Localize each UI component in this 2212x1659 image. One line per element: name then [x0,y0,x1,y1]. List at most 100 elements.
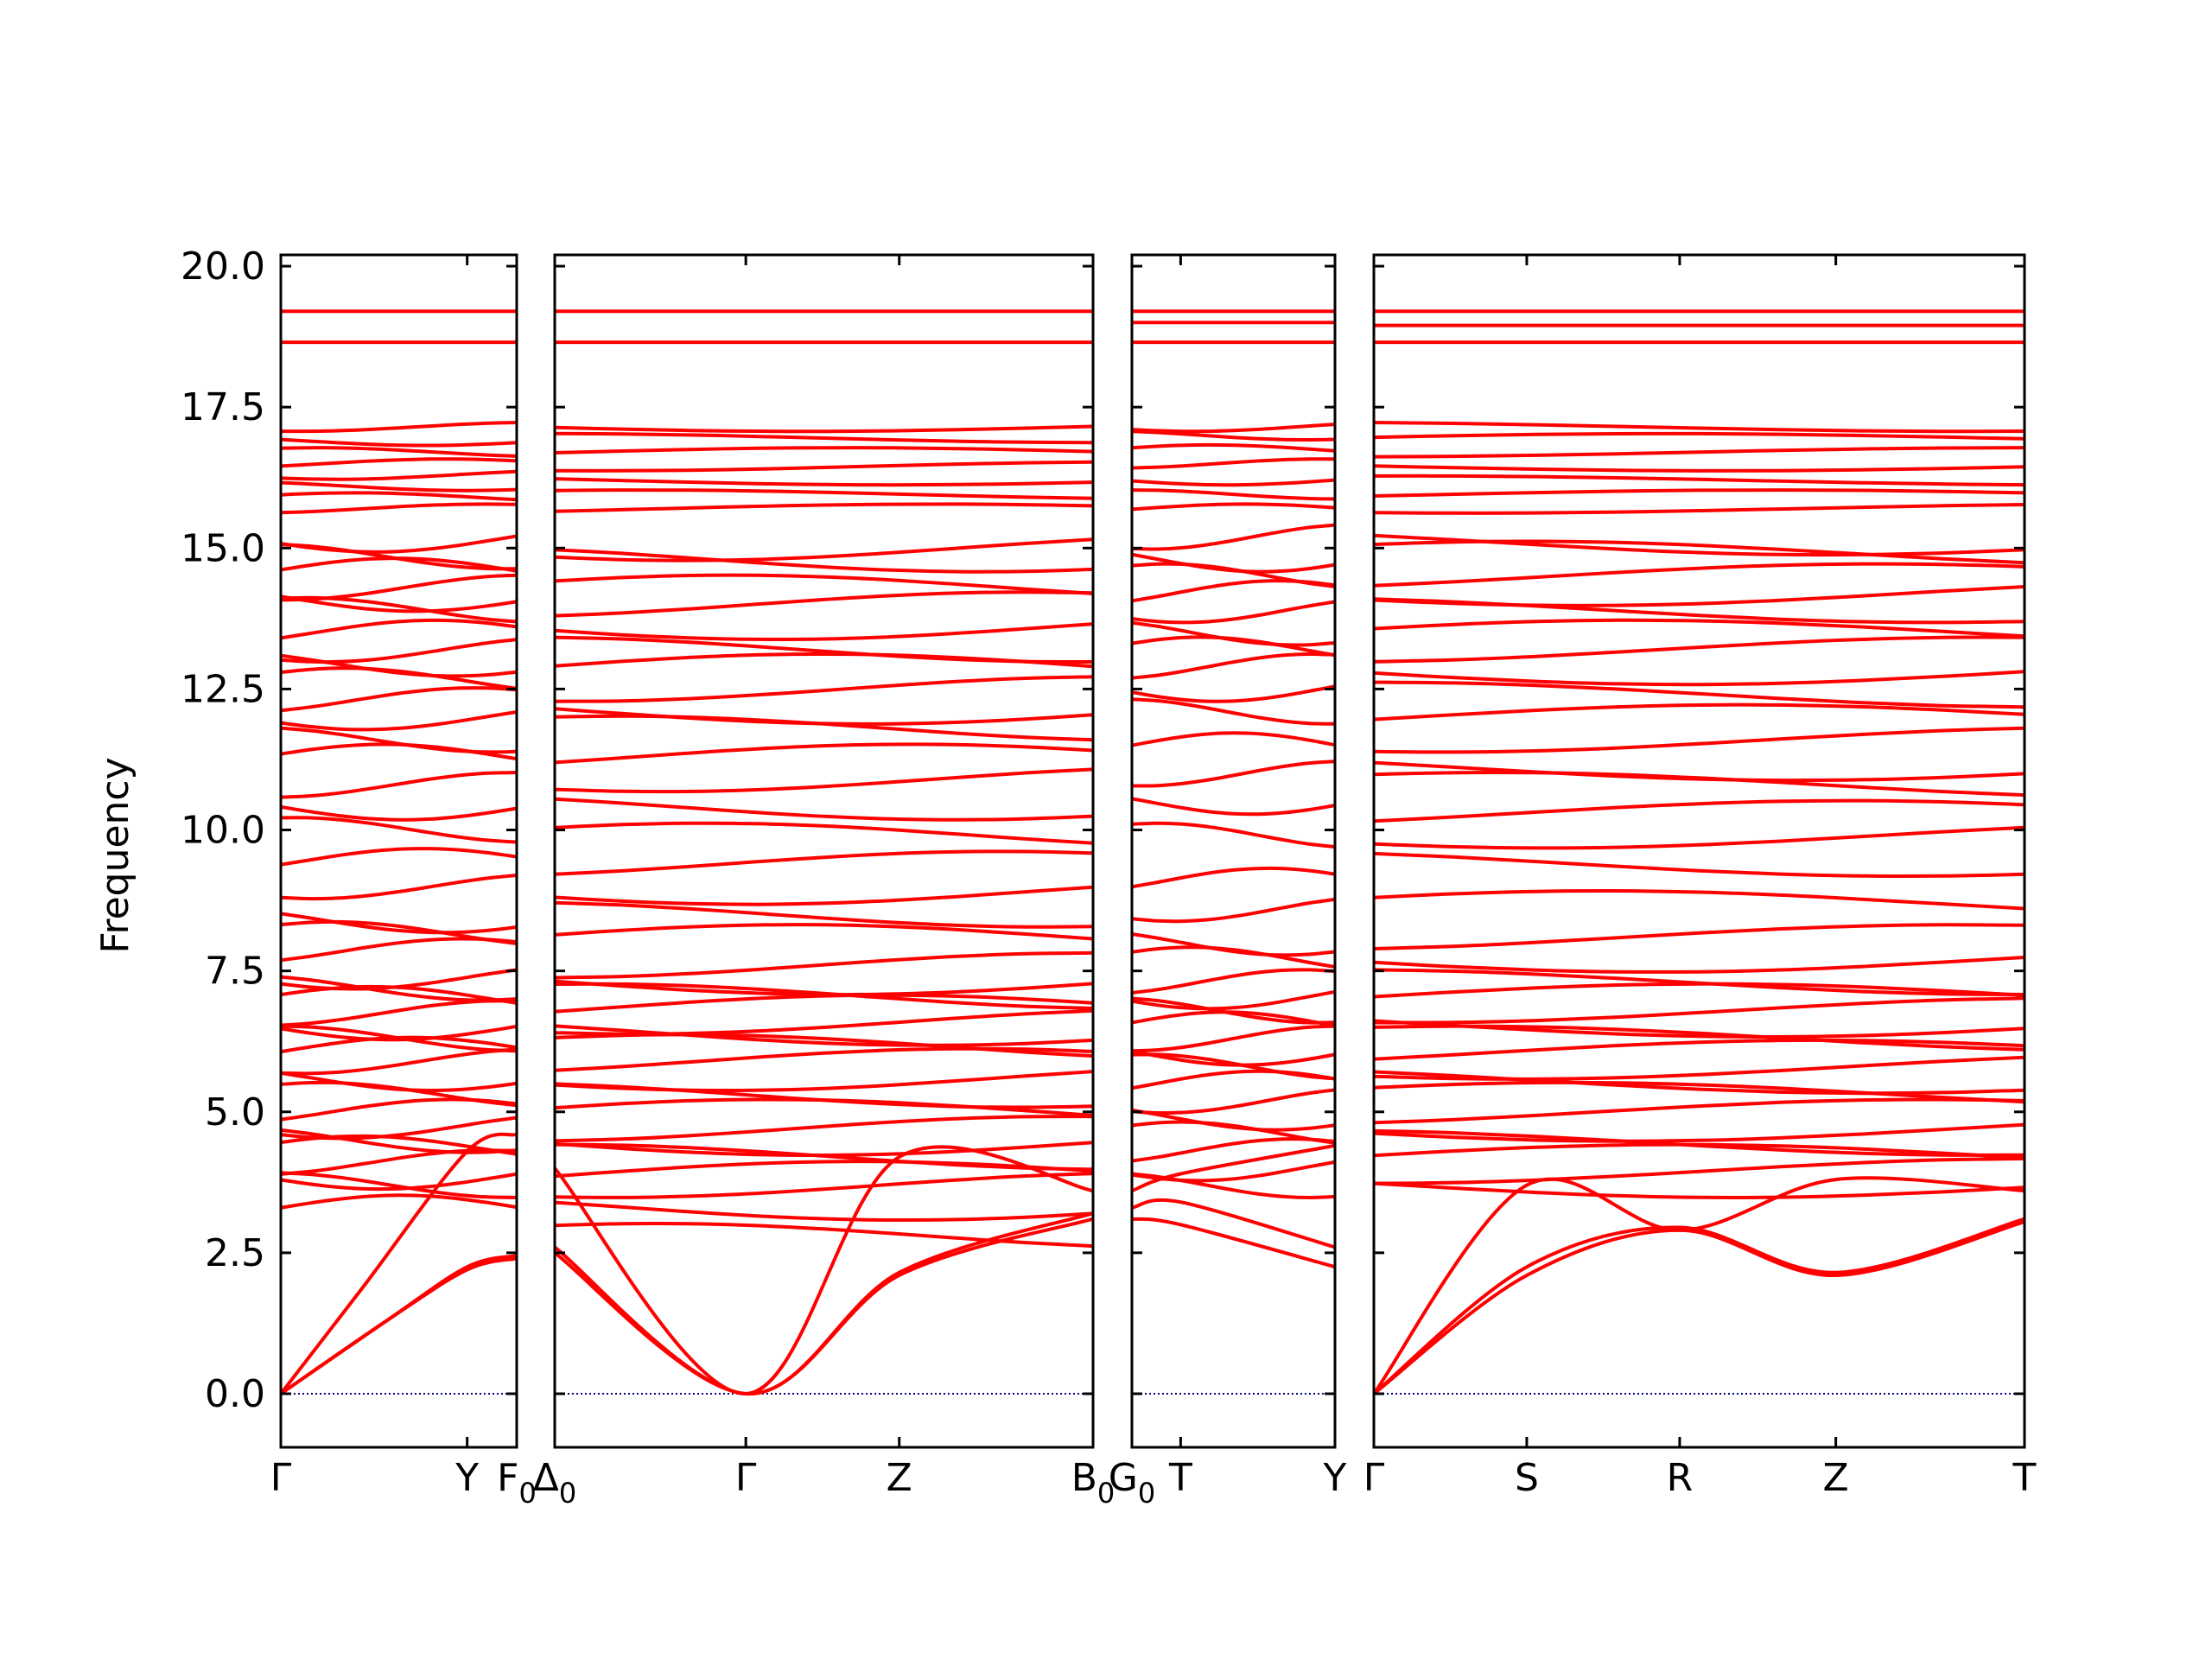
band-line [555,1070,1093,1092]
band-line [281,491,517,502]
acoustic-band-line [1374,1176,2024,1395]
band-line [1132,760,1335,788]
band-line [281,421,517,434]
bands-group [1374,309,2024,1395]
band-line [1132,1024,1335,1053]
y-tick-label: 7.5 [205,950,265,994]
band-line [281,1071,517,1093]
band-line [555,979,1093,997]
acoustic-band-line [281,1132,517,1395]
band-line [555,573,1093,595]
band-line [1374,464,2024,473]
y-axis-label: Frequency [93,757,137,953]
band-line [1374,798,2024,823]
band-line [555,502,1093,513]
band-line [555,950,1093,980]
band-line [281,710,517,732]
band-line [555,446,1093,454]
band-line [555,1200,1093,1223]
band-line [281,975,517,1002]
band-line [1374,635,2024,664]
band-line [1374,680,2024,709]
panel-frame [553,253,1095,1449]
x-tick-label: R [1667,1456,1694,1500]
band-line [281,638,517,664]
band-line [1374,1128,2024,1157]
band-line [555,742,1093,765]
band-line [1374,1070,2024,1096]
band-line [1374,726,2024,754]
band-line [281,1193,517,1210]
band-line [1132,442,1335,453]
band-line [555,1008,1093,1036]
x-tick-label: Z [1823,1456,1849,1500]
band-line [1132,502,1335,512]
band-line [1374,488,2024,498]
band-line [555,548,1093,574]
band-line [281,919,517,945]
band-line [555,537,1093,563]
band-line [1374,956,2024,974]
x-tick-label: F0 [497,1456,537,1510]
panel-1: Γ Y F0 [270,253,537,1510]
band-line [1132,866,1335,889]
band-line [1374,1181,2024,1199]
band-line [281,1148,517,1176]
band-line [1132,429,1335,442]
band-line [1374,760,2024,783]
x-tick-label: Y [454,1456,479,1500]
band-line [555,431,1093,445]
acoustic-band-line [1132,1198,1335,1249]
acoustic-band-line [281,1254,517,1395]
band-line [555,460,1093,473]
band-line [1374,1055,2024,1081]
band-line [1374,825,2024,850]
x-tick-label: Γ [1363,1456,1385,1500]
bands-group [281,309,517,1395]
acoustic-band-line [555,1211,1093,1396]
band-line [1132,989,1335,1011]
band-line [281,437,517,448]
band-line [555,590,1093,618]
band-line [1132,478,1335,487]
y-tick-label: 20.0 [181,245,265,289]
band-line [1132,620,1335,647]
x-tick-label: Y [1323,1456,1347,1500]
band-line [1374,968,2024,996]
band-line [1374,503,2024,515]
band-line [281,804,517,822]
band-line [555,1141,1093,1158]
band-line [1374,1156,2024,1185]
band-line [555,797,1093,822]
acoustic-band-line [1132,1143,1335,1192]
acoustic-band-line [1132,1217,1335,1269]
y-tick-label: 0.0 [205,1372,265,1416]
x-tick-label: Z [887,1456,912,1500]
band-line [1374,562,2024,588]
band-line [1132,457,1335,470]
band-line [1374,670,2024,687]
band-line [281,912,517,935]
band-line [555,424,1093,434]
band-line [1132,652,1335,680]
band-line [1374,585,2024,607]
band-line [555,1172,1093,1199]
bands-group [555,309,1093,1396]
band-line [281,816,517,844]
band-line [1374,533,2024,557]
band-line [281,618,517,640]
band-line [1132,996,1335,1025]
band-line [1374,888,2024,911]
band-line [281,1024,517,1042]
band-line [1132,1108,1335,1132]
band-line [1132,697,1335,726]
band-line [281,573,517,602]
band-line [555,622,1093,641]
band-line [1132,932,1335,957]
band-line [555,635,1093,664]
band-line [281,686,517,713]
band-line [1132,552,1335,574]
band-line [1374,1038,2024,1061]
band-line [281,594,517,613]
